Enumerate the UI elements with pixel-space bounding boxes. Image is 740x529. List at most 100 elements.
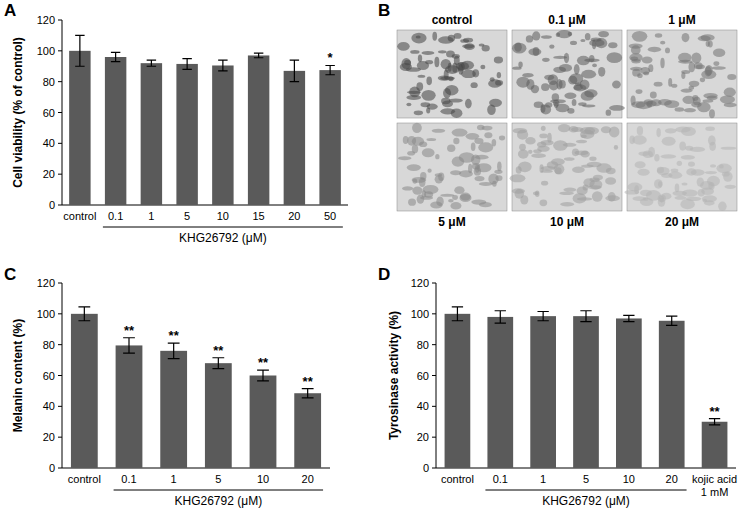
- texture: [510, 174, 526, 182]
- texture: [693, 97, 701, 106]
- error-bar: [452, 307, 463, 321]
- texture: [410, 50, 419, 54]
- texture: [541, 126, 546, 131]
- texture: [497, 161, 502, 171]
- texture: [588, 185, 602, 189]
- x-tick-label: 15: [253, 210, 265, 222]
- x-tick-label: control: [441, 473, 474, 485]
- texture: [727, 74, 736, 80]
- texture: [554, 164, 565, 175]
- y-tick: [58, 81, 62, 82]
- texture: [497, 72, 501, 78]
- texture: [432, 32, 437, 41]
- texture: [636, 89, 643, 94]
- label-line: 1: [148, 210, 154, 222]
- y-tick: [432, 313, 436, 314]
- texture: [585, 33, 591, 40]
- texture: [581, 164, 594, 167]
- texture: [460, 39, 469, 43]
- texture: [709, 109, 715, 118]
- texture: [605, 177, 616, 185]
- texture: [406, 103, 411, 107]
- texture: [637, 126, 643, 135]
- texture: [462, 44, 474, 48]
- y-tick-label: 100: [37, 308, 55, 320]
- texture: [660, 41, 665, 45]
- x-tick-label: kojic acid1 mM: [692, 473, 737, 498]
- bar: [487, 317, 513, 468]
- label-line: 5: [215, 473, 221, 485]
- texture: [662, 137, 676, 146]
- texture: [608, 42, 617, 48]
- error-bar: [623, 315, 634, 321]
- texture: [450, 202, 461, 209]
- y-tick-label: 120: [411, 277, 429, 289]
- bar: [445, 314, 471, 468]
- texture: [589, 156, 596, 160]
- significance: **: [124, 323, 135, 338]
- panel-1: CMelanin content (%)020406080100120*****…: [4, 265, 330, 508]
- y-tick: [58, 283, 62, 284]
- texture: [460, 193, 471, 201]
- texture: [408, 198, 416, 205]
- texture: [459, 152, 475, 163]
- texture: [564, 93, 576, 99]
- texture: [461, 61, 474, 70]
- image-panel: Bcontrol0.1 μM1 μM5 μM10 μM20 μM: [378, 1, 737, 229]
- texture: [691, 169, 705, 175]
- y-tick: [58, 174, 62, 175]
- x-tick-label: 1: [540, 473, 546, 485]
- texture: [605, 195, 620, 201]
- label-line: 0.1: [121, 473, 136, 485]
- y-tick-label: 20: [43, 431, 55, 443]
- micrograph: [512, 30, 622, 118]
- texture: [675, 107, 684, 111]
- texture: [691, 52, 701, 63]
- texture: [705, 127, 715, 131]
- texture: [512, 43, 526, 54]
- texture: [564, 53, 569, 64]
- texture: [398, 156, 412, 160]
- micrograph: [627, 123, 737, 211]
- bar: [573, 316, 599, 468]
- texture: [471, 199, 486, 204]
- texture: [471, 82, 478, 88]
- texture: [589, 55, 595, 62]
- texture: [454, 186, 464, 194]
- texture: [416, 35, 421, 38]
- texture: [495, 175, 502, 181]
- texture: [438, 36, 454, 43]
- texture: [401, 58, 411, 69]
- texture: [417, 195, 425, 204]
- texture: [517, 130, 528, 140]
- error-bar: [168, 343, 180, 358]
- label-line: 50: [324, 210, 336, 222]
- texture: [705, 171, 717, 174]
- marks: [69, 35, 341, 205]
- texture: [547, 133, 552, 143]
- texture: [580, 79, 590, 89]
- texture: [643, 197, 648, 201]
- texture: [682, 33, 690, 42]
- texture: [553, 140, 568, 150]
- texture: [418, 54, 422, 62]
- bar: [616, 318, 642, 468]
- x-tick-label: 50: [324, 210, 336, 222]
- label-line: 20: [302, 473, 314, 485]
- texture: [684, 108, 696, 112]
- texture: [598, 67, 605, 77]
- texture: [531, 85, 539, 93]
- texture: [682, 189, 698, 196]
- texture: [612, 80, 621, 88]
- texture: [426, 138, 436, 141]
- texture: [656, 128, 660, 137]
- x-tick-label: control: [63, 210, 96, 222]
- texture: [549, 44, 554, 48]
- x-axis: [62, 468, 330, 469]
- texture: [487, 105, 496, 116]
- texture: [574, 150, 588, 155]
- label-line: 5: [583, 473, 589, 485]
- texture: [677, 161, 682, 166]
- error-bar: [212, 358, 224, 369]
- texture: [688, 161, 695, 166]
